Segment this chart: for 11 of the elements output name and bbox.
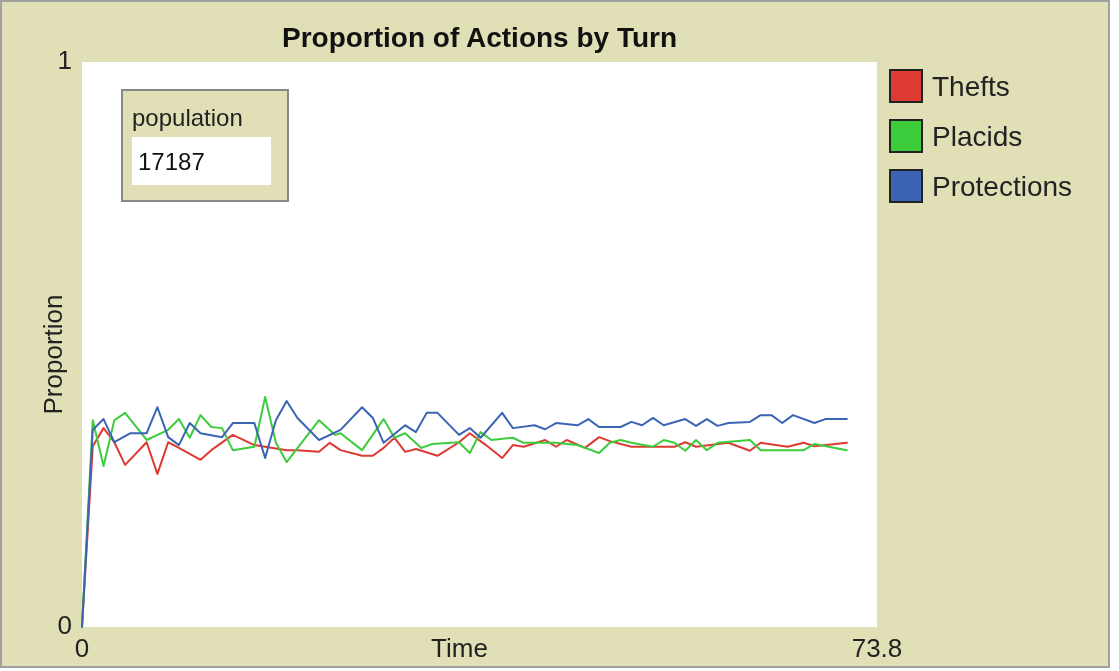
legend-label: Protections xyxy=(932,171,1073,202)
legend-label: Placids xyxy=(932,121,1023,152)
chart-title: Proportion of Actions by Turn xyxy=(281,22,678,53)
x-axis-title: Time xyxy=(431,633,488,663)
annotation: 17187 xyxy=(138,148,205,175)
y-axis-title: Proportion xyxy=(38,294,68,415)
legend-label: Thefts xyxy=(932,71,1010,102)
annotation: population xyxy=(132,104,243,131)
y-tick-label: 1 xyxy=(57,44,72,75)
monitor-widget: population 17187 xyxy=(121,89,289,202)
x-tick-label: 73.8 xyxy=(851,633,903,663)
